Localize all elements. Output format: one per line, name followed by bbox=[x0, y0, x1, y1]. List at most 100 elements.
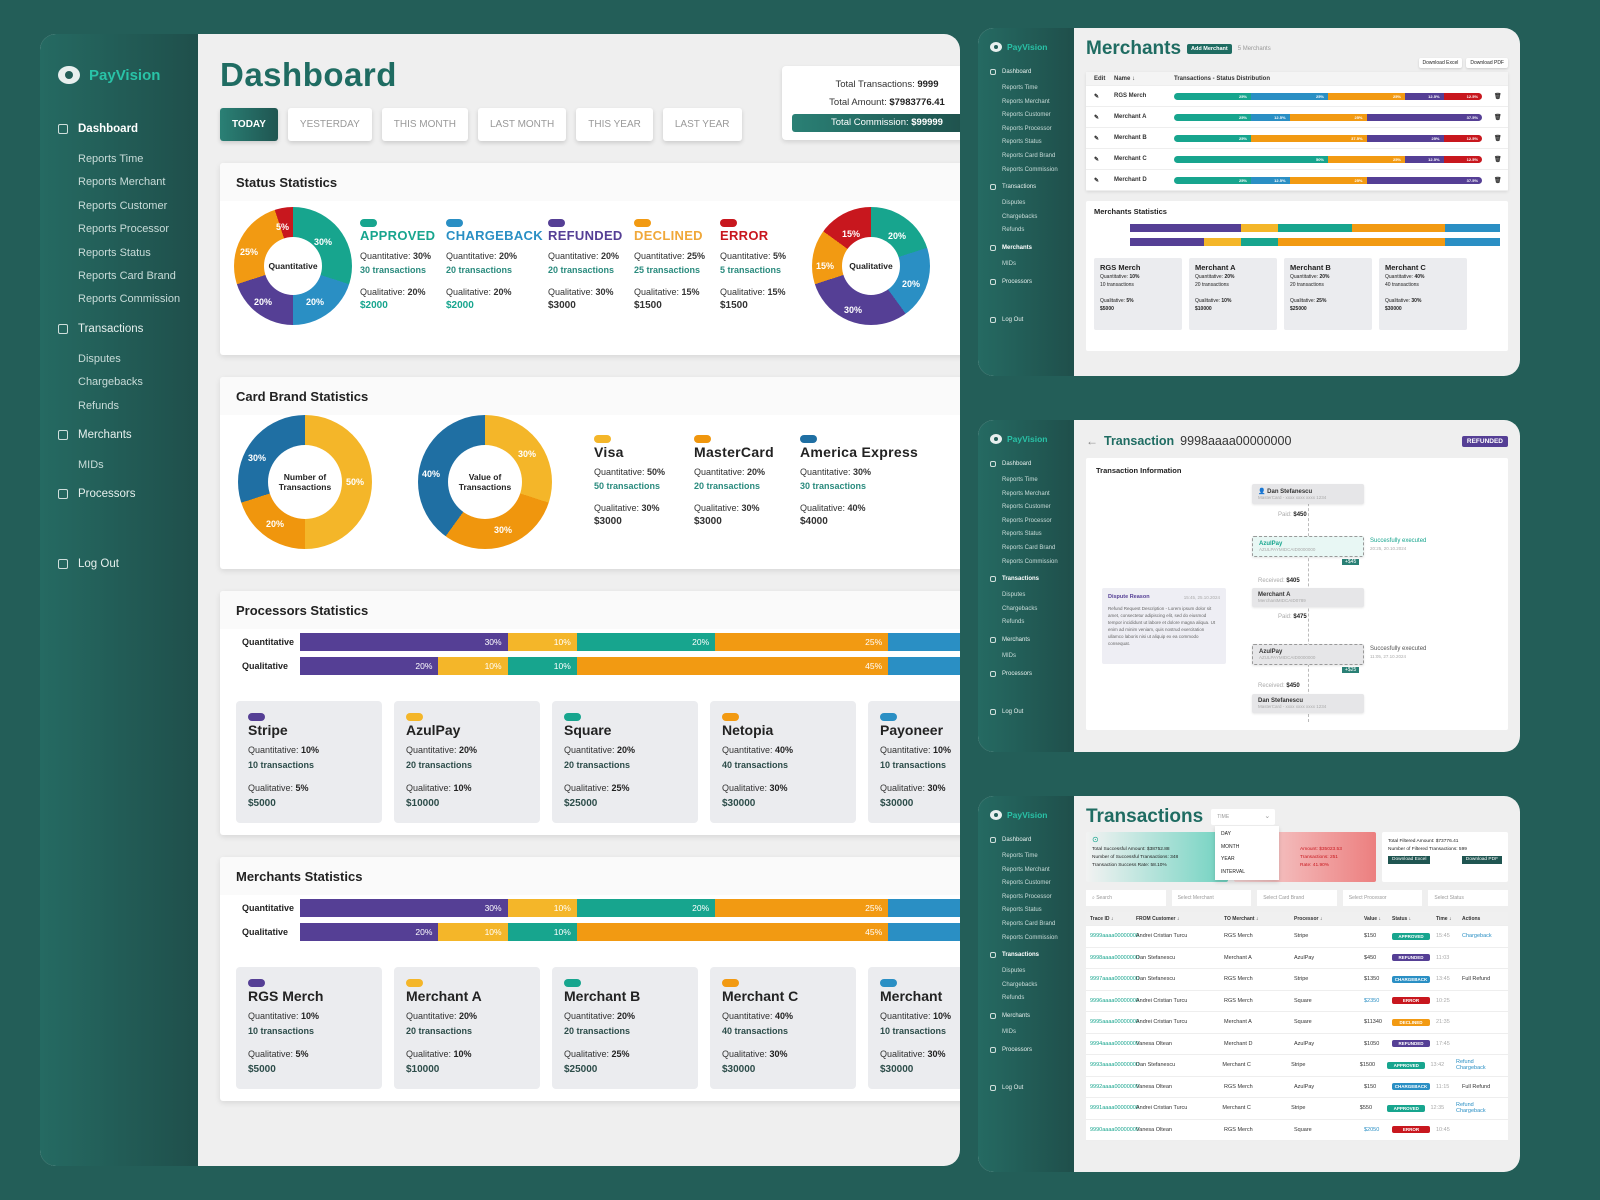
search-input[interactable]: ⌕ Search bbox=[1086, 890, 1166, 906]
sidebar-item-reports-processor[interactable]: Reports Processor bbox=[78, 223, 170, 236]
sidebar-item-processors[interactable]: Processors bbox=[990, 1044, 1074, 1056]
sidebar-item-refunds[interactable]: Refunds bbox=[1002, 619, 1025, 626]
table-row[interactable]: 9999aaaa00000000 Andrei Cristian Turcu RGS… bbox=[1086, 926, 1508, 948]
sidebar-item-reports-time[interactable]: Reports Time bbox=[1002, 477, 1038, 483]
sidebar-item-reports-card-brand[interactable]: Reports Card Brand bbox=[1002, 920, 1056, 927]
sidebar-item-reports-commission[interactable]: Reports Commission bbox=[1002, 166, 1058, 173]
merchant-card-merchant-a[interactable]: Merchant A Quantitative: 20% 20 transactio… bbox=[394, 967, 540, 1089]
processor-card-azulpay[interactable]: AzulPay Quantitative: 20% 20 transactions Q… bbox=[394, 701, 540, 823]
edit-icon[interactable]: ✎ bbox=[1094, 93, 1100, 100]
table-row[interactable]: 9990aaaa00000000 Vanesa Oltean RGS Merch Sq… bbox=[1086, 1120, 1508, 1141]
sidebar-item-mids[interactable]: MIDs bbox=[1002, 1028, 1016, 1035]
sidebar-item-reports-commission[interactable]: Reports Commission bbox=[1002, 558, 1058, 565]
merchant-card-merchant[interactable]: Merchant Quantitative: 10% 10 transactions… bbox=[868, 967, 960, 1089]
delete-icon[interactable]: 🗑 bbox=[1494, 135, 1502, 142]
edit-icon[interactable]: ✎ bbox=[1094, 114, 1100, 121]
table-row[interactable]: 9996aaaa00000000 Andrei Cristian Turcu RGS… bbox=[1086, 991, 1508, 1012]
processor-filter[interactable]: Select Processor bbox=[1342, 890, 1423, 906]
sidebar-item-merchants[interactable]: Merchants bbox=[58, 426, 198, 444]
sidebar-item-reports-merchant[interactable]: Reports Merchant bbox=[1002, 98, 1050, 105]
sidebar-item-transactions[interactable]: Transactions bbox=[990, 573, 1074, 585]
sidebar-item-reports-commission[interactable]: Reports Commission bbox=[1002, 934, 1058, 941]
sidebar-item-reports-card-brand[interactable]: Reports Card Brand bbox=[78, 269, 176, 282]
tab-yesterday[interactable]: YESTERDAY bbox=[287, 108, 372, 141]
option-year[interactable]: YEAR bbox=[1221, 856, 1235, 862]
tab-this-year[interactable]: THIS YEAR bbox=[576, 108, 653, 141]
sidebar-item-dashboard[interactable]: Dashboard bbox=[990, 834, 1074, 846]
sidebar-item-processors[interactable]: Processors bbox=[58, 485, 198, 503]
sidebar-item-mids[interactable]: MIDs bbox=[1002, 260, 1016, 267]
time-select[interactable]: TIME ⌄ bbox=[1211, 809, 1276, 825]
option-interval[interactable]: INTERVAL bbox=[1221, 868, 1245, 875]
sidebar-item-disputes[interactable]: Disputes bbox=[78, 352, 121, 365]
sidebar-item-reports-status[interactable]: Reports Status bbox=[1002, 139, 1042, 146]
table-row[interactable]: 9992aaaa00000000 Vanesa Oltean RGS Merch Az… bbox=[1086, 1077, 1508, 1098]
table-row[interactable]: 9991aaaa00000000 Andrei Cristian Turcu Mer… bbox=[1086, 1098, 1508, 1120]
table-row[interactable]: ✎ Merchant A 25% 12.5% 25% 37.5% 🗑 bbox=[1086, 107, 1508, 128]
status-filter[interactable]: Select Status bbox=[1428, 890, 1508, 906]
processor-card-stripe[interactable]: Stripe Quantitative: 10% 10 transactions Qu… bbox=[236, 701, 382, 823]
sidebar-item-mids[interactable]: MIDs bbox=[78, 458, 104, 471]
sidebar-item-transactions[interactable]: Transactions bbox=[990, 949, 1074, 961]
sidebar-item-processors[interactable]: Processors bbox=[990, 668, 1074, 680]
sidebar-item-reports-processor[interactable]: Reports Processor bbox=[1002, 125, 1052, 132]
merchant-card-merchant-b[interactable]: Merchant B Quantitative: 20% 20 transactio… bbox=[552, 967, 698, 1089]
sidebar-item-reports-merchant[interactable]: Reports Merchant bbox=[1002, 866, 1050, 873]
sidebar-item-reports-customer[interactable]: Reports Customer bbox=[1002, 504, 1051, 511]
sidebar-item-processors[interactable]: Processors bbox=[990, 276, 1074, 288]
sidebar-item-dashboard[interactable]: Dashboard bbox=[58, 120, 198, 138]
sidebar-item-disputes[interactable]: Disputes bbox=[1002, 968, 1026, 975]
processor-card-netopia[interactable]: Netopia Quantitative: 40% 40 transactions Q… bbox=[710, 701, 856, 823]
edit-icon[interactable]: ✎ bbox=[1094, 156, 1100, 163]
processor-card-square[interactable]: Square Quantitative: 20% 20 transactions Qu… bbox=[552, 701, 698, 823]
table-row[interactable]: ✎ Merchant B 25% 37.5% 25% 12.5% 🗑 bbox=[1086, 128, 1508, 149]
sidebar-item-merchants[interactable]: Merchants bbox=[990, 1010, 1074, 1022]
sidebar-item-reports-merchant[interactable]: Reports Merchant bbox=[1002, 490, 1050, 497]
sidebar-item-merchants[interactable]: Merchants bbox=[990, 634, 1074, 646]
sidebar-item-reports-processor[interactable]: Reports Processor bbox=[1002, 893, 1052, 900]
sidebar-item-chargebacks[interactable]: Chargebacks bbox=[1002, 213, 1038, 220]
table-row[interactable]: ✎ RGS Merch 25% 25% 25% 12.5% 12.5% 🗑 bbox=[1086, 86, 1508, 107]
sidebar-item-reports-time[interactable]: Reports Time bbox=[78, 153, 144, 165]
logout-button[interactable]: Log Out bbox=[990, 706, 1074, 718]
sidebar-item-reports-status[interactable]: Reports Status bbox=[1002, 531, 1042, 538]
sidebar-item-chargebacks[interactable]: Chargebacks bbox=[78, 376, 143, 389]
tab-last-month[interactable]: LAST MONTH bbox=[477, 108, 567, 141]
option-day[interactable]: DAY bbox=[1221, 831, 1231, 837]
edit-icon[interactable]: ✎ bbox=[1094, 177, 1100, 184]
sidebar-item-transactions[interactable]: Transactions bbox=[990, 181, 1074, 193]
edit-icon[interactable]: ✎ bbox=[1094, 135, 1100, 142]
logout-button[interactable]: Log Out bbox=[990, 1082, 1074, 1094]
download-excel-button[interactable]: Download Excel bbox=[1388, 856, 1431, 864]
sidebar-item-reports-customer[interactable]: Reports Customer bbox=[1002, 880, 1051, 887]
download-pdf-button[interactable]: Download PDF bbox=[1461, 856, 1502, 864]
sidebar-item-refunds[interactable]: Refunds bbox=[78, 399, 119, 412]
table-row[interactable]: ✎ Merchant D 25% 12.5% 25% 37.5% 🗑 bbox=[1086, 170, 1508, 191]
merchant-card-merchant-c[interactable]: Merchant C Quantitative: 40% 40 transactio… bbox=[710, 967, 856, 1089]
delete-icon[interactable]: 🗑 bbox=[1494, 177, 1502, 184]
logout-button[interactable]: Log Out bbox=[990, 314, 1074, 326]
sidebar-item-reports-processor[interactable]: Reports Processor bbox=[1002, 517, 1052, 524]
sidebar-item-reports-customer[interactable]: Reports Customer bbox=[78, 199, 168, 212]
sidebar-item-reports-commission[interactable]: Reports Commission bbox=[78, 293, 181, 306]
sidebar-item-reports-customer[interactable]: Reports Customer bbox=[1002, 112, 1051, 119]
back-arrow-icon[interactable]: ← bbox=[1086, 434, 1098, 448]
download-pdf-button[interactable]: Download PDF bbox=[1466, 58, 1508, 68]
sidebar-item-reports-time[interactable]: Reports Time bbox=[1002, 853, 1038, 859]
sidebar-item-refunds[interactable]: Refunds bbox=[1002, 227, 1025, 234]
sidebar-item-reports-card-brand[interactable]: Reports Card Brand bbox=[1002, 544, 1056, 551]
sidebar-item-chargebacks[interactable]: Chargebacks bbox=[1002, 605, 1038, 612]
add-merchant-button[interactable]: Add Merchant bbox=[1187, 44, 1232, 54]
sidebar-item-reports-status[interactable]: Reports Status bbox=[78, 246, 151, 259]
sidebar-item-refunds[interactable]: Refunds bbox=[1002, 995, 1025, 1002]
sidebar-item-disputes[interactable]: Disputes bbox=[1002, 200, 1026, 207]
sidebar-item-merchants[interactable]: Merchants bbox=[990, 242, 1074, 254]
table-row[interactable]: 9998aaaa00000000 Dan Stefanescu Merchant A… bbox=[1086, 948, 1508, 969]
sidebar-item-disputes[interactable]: Disputes bbox=[1002, 592, 1026, 599]
table-row[interactable]: 9993aaaa00000000 Dan Stefanescu Merchant C… bbox=[1086, 1055, 1508, 1077]
tab-today[interactable]: TODAY bbox=[220, 108, 278, 141]
table-row[interactable]: ✎ Merchant C 50% 25% 12.5% 12.5% 🗑 bbox=[1086, 149, 1508, 170]
sidebar-item-reports-card-brand[interactable]: Reports Card Brand bbox=[1002, 152, 1056, 159]
processor-card-payoneer[interactable]: Payoneer Quantitative: 10% 10 transactions… bbox=[868, 701, 960, 823]
